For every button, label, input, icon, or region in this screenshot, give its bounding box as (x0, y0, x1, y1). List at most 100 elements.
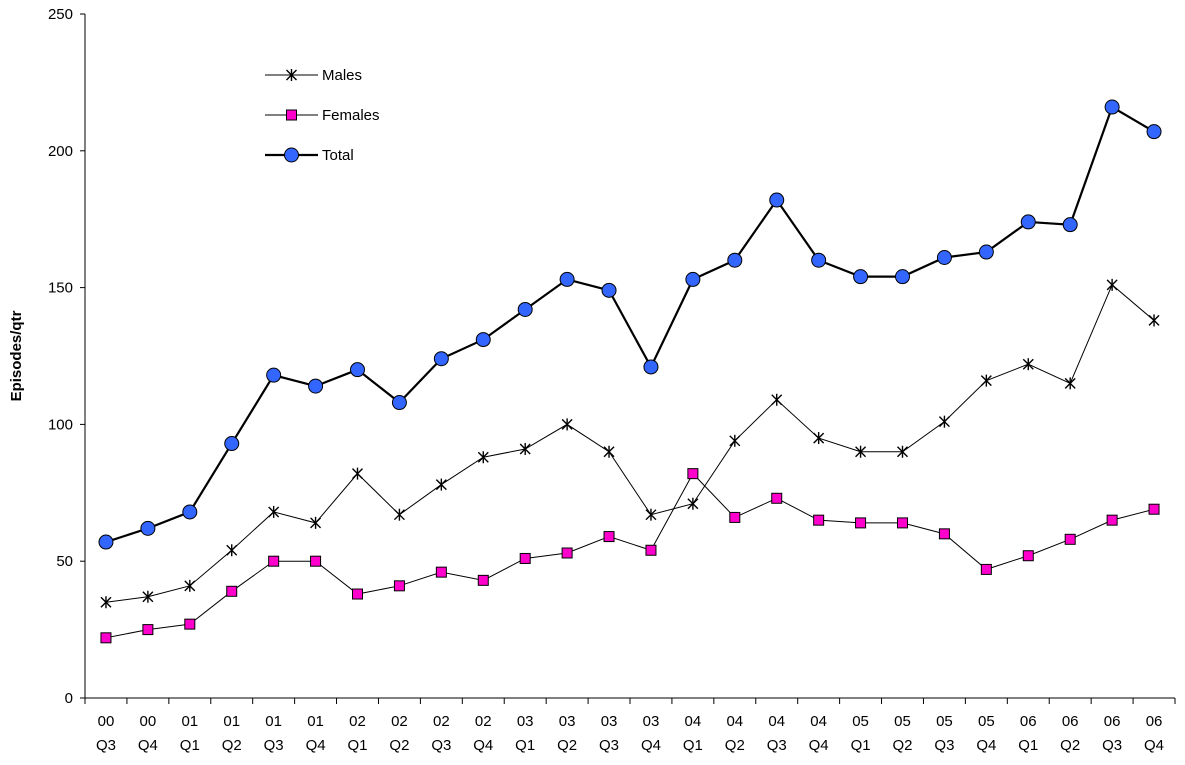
x-tick-label-quarter: Q1 (515, 737, 535, 754)
chart-axes: 05010015020025000Q300Q401Q101Q201Q301Q40… (48, 6, 1176, 754)
x-tick-label-quarter: Q2 (725, 737, 745, 754)
total-point-marker (475, 332, 491, 348)
chart-legend: Males Females Total (265, 67, 380, 164)
x-tick-label-year: 02 (391, 713, 408, 730)
total-point-marker (224, 436, 240, 452)
x-tick-label-quarter: Q2 (892, 737, 912, 754)
females-point-marker (897, 517, 908, 529)
females-point-marker (519, 552, 531, 564)
males-point-marker (519, 443, 531, 456)
legend-females-marker (286, 109, 297, 121)
males-point-marker (142, 590, 154, 603)
x-tick-label-quarter: Q3 (264, 737, 284, 754)
x-tick-label-quarter: Q3 (431, 737, 451, 754)
males-point-marker (393, 508, 405, 521)
x-tick-label-quarter: Q2 (1060, 737, 1080, 754)
females-point-marker (603, 531, 615, 543)
females-point-marker (352, 588, 363, 600)
males-point-marker (352, 467, 363, 480)
x-tick-label-quarter: Q4 (641, 737, 661, 754)
females-point-marker (477, 574, 489, 586)
legend-item-males: Males (265, 67, 362, 84)
y-tick-label: 250 (48, 6, 73, 23)
x-tick-label-year: 02 (433, 713, 450, 730)
x-tick-label-quarter: Q2 (557, 737, 577, 754)
x-tick-label-quarter: Q3 (934, 737, 954, 754)
x-tick-label-year: 01 (265, 713, 282, 730)
total-point-marker (811, 252, 827, 268)
females-point-marker (100, 632, 112, 644)
x-tick-label-quarter: Q4 (473, 737, 493, 754)
females-point-marker (771, 492, 783, 504)
x-tick-label-quarter: Q1 (851, 737, 871, 754)
total-point-marker (266, 367, 282, 383)
x-tick-label-quarter: Q2 (222, 737, 242, 754)
females-point-marker (393, 580, 405, 592)
chart-series (98, 99, 1162, 644)
males-point-marker (687, 497, 699, 510)
males-point-marker (435, 478, 447, 491)
males-point-marker (100, 596, 112, 609)
series-females-line (105, 472, 1155, 639)
y-tick-label: 0 (65, 690, 73, 707)
y-tick-label: 100 (48, 416, 73, 433)
females-point-marker (938, 528, 950, 540)
x-tick-label-year: 03 (559, 713, 576, 730)
x-tick-label-quarter: Q4 (306, 737, 326, 754)
x-tick-label-year: 06 (1062, 713, 1079, 730)
males-point-marker (1148, 314, 1160, 327)
females-point-marker (1022, 550, 1034, 562)
x-tick-label-year: 04 (810, 713, 827, 730)
x-tick-label-quarter: Q4 (1144, 737, 1164, 754)
males-point-marker (771, 393, 783, 406)
females-point-marker (687, 468, 699, 480)
total-point-marker (895, 269, 910, 285)
total-point-marker (98, 534, 114, 550)
series-males-line (105, 284, 1155, 603)
total-point-marker (601, 282, 617, 298)
males-point-marker (603, 445, 615, 458)
series-total (98, 99, 1162, 550)
males-point-marker (1022, 358, 1034, 371)
y-axis-title: Episodes/qtr (8, 310, 25, 401)
total-point-marker (391, 395, 407, 411)
legend-males-marker (286, 69, 297, 81)
y-tick-label: 150 (48, 280, 73, 297)
males-point-marker (561, 418, 573, 431)
males-point-marker (1064, 377, 1076, 390)
females-point-marker (645, 544, 657, 556)
females-point-marker (310, 555, 322, 567)
x-tick-label-quarter: Q4 (976, 737, 996, 754)
x-tick-label-year: 02 (349, 713, 366, 730)
males-point-marker (477, 451, 489, 464)
x-tick-label-quarter: Q1 (683, 737, 703, 754)
x-tick-label-quarter: Q1 (1018, 737, 1038, 754)
total-point-marker (978, 244, 994, 260)
legend-item-total: Total (265, 147, 354, 164)
total-point-marker (350, 362, 365, 378)
females-point-marker (226, 585, 238, 597)
males-point-marker (1106, 278, 1118, 291)
x-tick-label-year: 06 (1020, 713, 1037, 730)
total-point-marker (643, 359, 659, 375)
males-point-marker (729, 434, 741, 447)
x-tick-label-year: 05 (936, 713, 953, 730)
females-point-marker (1064, 533, 1076, 545)
x-tick-label-year: 01 (181, 713, 198, 730)
total-point-marker (182, 504, 198, 520)
x-tick-label-year: 03 (517, 713, 534, 730)
females-point-marker (729, 511, 741, 523)
x-tick-label-year: 05 (852, 713, 869, 730)
total-point-marker (140, 520, 156, 536)
series-total-line (105, 105, 1155, 544)
series-males (100, 278, 1160, 609)
males-point-marker (310, 516, 322, 529)
legend-item-females: Females (265, 107, 380, 124)
series-females (100, 468, 1160, 644)
x-tick-label-quarter: Q3 (1102, 737, 1122, 754)
x-tick-label-quarter: Q1 (347, 737, 367, 754)
males-point-marker (226, 544, 238, 557)
x-tick-label-year: 01 (307, 713, 324, 730)
males-point-marker (855, 445, 867, 458)
